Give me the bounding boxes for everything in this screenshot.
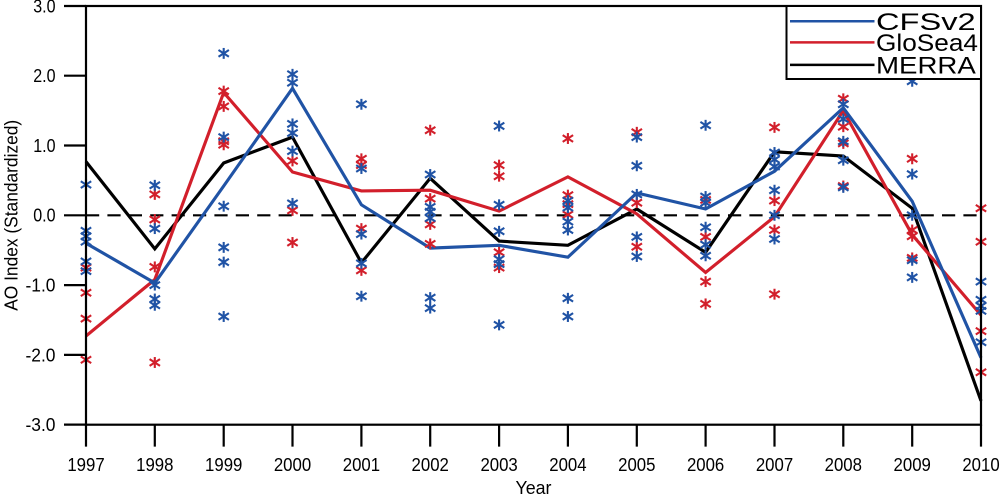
- svg-text:2004: 2004: [549, 454, 586, 475]
- svg-text:2007: 2007: [756, 454, 793, 475]
- svg-text:-2.0: -2.0: [26, 344, 56, 365]
- svg-text:CFSv2: CFSv2: [876, 9, 976, 36]
- svg-text:Year: Year: [516, 477, 552, 495]
- svg-text:2.0: 2.0: [33, 65, 55, 86]
- svg-text:2002: 2002: [412, 454, 449, 475]
- svg-text:AO Index (Standardized): AO Index (Standardized): [1, 120, 22, 311]
- svg-text:1999: 1999: [205, 454, 242, 475]
- svg-text:3.0: 3.0: [33, 0, 55, 16]
- svg-text:2003: 2003: [480, 454, 517, 475]
- svg-text:1998: 1998: [136, 454, 173, 475]
- svg-text:0.0: 0.0: [33, 205, 55, 226]
- svg-text:2008: 2008: [825, 454, 862, 475]
- svg-text:2010: 2010: [962, 454, 999, 475]
- svg-text:2006: 2006: [687, 454, 724, 475]
- svg-text:2009: 2009: [894, 454, 931, 475]
- svg-text:1997: 1997: [67, 454, 104, 475]
- svg-text:2005: 2005: [618, 454, 655, 475]
- svg-text:MERRA: MERRA: [876, 53, 977, 80]
- svg-text:GloSea4: GloSea4: [876, 30, 978, 57]
- svg-text:-3.0: -3.0: [26, 414, 56, 435]
- svg-text:-1.0: -1.0: [26, 275, 56, 296]
- svg-text:1.0: 1.0: [33, 135, 55, 156]
- svg-text:2000: 2000: [274, 454, 311, 475]
- svg-text:2001: 2001: [343, 454, 380, 475]
